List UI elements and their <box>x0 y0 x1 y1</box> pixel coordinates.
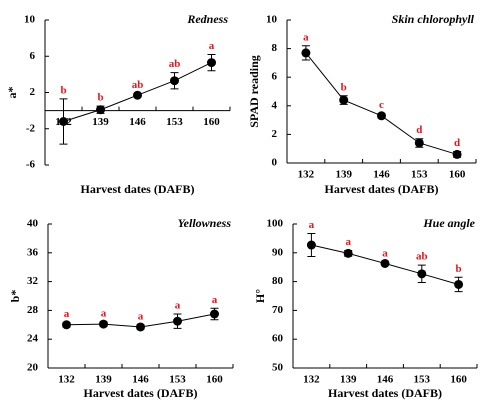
x-tick-label: 153 <box>411 169 428 181</box>
y-tick-label: 70 <box>272 304 284 316</box>
x-axis-label: Harvest dates (DAFB) <box>81 182 195 196</box>
significance-letter: a <box>138 310 144 322</box>
panel-title: Skin chlorophyll <box>392 12 475 26</box>
y-tick-label: 6 <box>30 50 36 62</box>
y-tick-label: 80 <box>272 275 284 287</box>
panel-title: Hue angle <box>422 216 475 230</box>
x-tick-label: 153 <box>169 374 186 386</box>
data-point <box>173 316 182 326</box>
panel: 20 24 28 32 36 40 132 139 146 153 160 a a a a a Yellowne… <box>8 216 234 400</box>
x-tick-label: 139 <box>92 116 109 128</box>
y-tick-label: 6 <box>272 71 278 83</box>
significance-letter: a <box>382 248 388 260</box>
x-tick-label: 160 <box>450 374 467 386</box>
panel-title: Redness <box>186 12 228 26</box>
significance-letter: b <box>456 263 462 275</box>
x-tick-label: 139 <box>340 374 357 386</box>
significance-letter: a <box>309 219 315 231</box>
y-tick-label: 36 <box>27 246 39 258</box>
significance-letter: ab <box>132 79 144 91</box>
x-tick-label: 146 <box>129 116 146 128</box>
significance-letter: a <box>64 308 70 320</box>
y-tick-label: 24 <box>27 333 39 345</box>
significance-letter: a <box>101 307 107 319</box>
y-tick-label: 8 <box>272 42 278 54</box>
significance-letter: b <box>97 92 103 104</box>
significance-letter: a <box>212 294 218 306</box>
x-tick-label: 153 <box>166 116 183 128</box>
data-point <box>343 248 353 258</box>
data-point <box>170 76 179 86</box>
x-tick-label: 139 <box>95 374 112 386</box>
data-point <box>339 95 349 105</box>
y-tick-label: 2 <box>272 128 278 140</box>
data-point <box>210 309 219 319</box>
y-tick-label: 10 <box>24 14 36 26</box>
panel: 0 2 4 6 8 10 132 139 146 153 160 a b c d d Skin chloroph… <box>247 12 477 196</box>
x-tick-label: 132 <box>298 169 315 181</box>
y-tick-label: 10 <box>266 14 278 26</box>
panel: 50 60 70 80 90 100 132 139 146 153 160 a a a ab b Hue an… <box>253 216 478 400</box>
y-tick-label: -6 <box>26 159 36 171</box>
y-tick-label: 90 <box>272 246 284 258</box>
x-tick-label: 153 <box>414 374 431 386</box>
data-point <box>99 319 108 329</box>
data-point <box>452 149 462 159</box>
significance-letter: c <box>379 99 384 111</box>
x-tick-label: 139 <box>335 169 352 181</box>
data-point <box>301 48 311 58</box>
data-point <box>306 240 316 250</box>
x-tick-label: 160 <box>206 374 223 386</box>
panel-title: Yellowness <box>178 216 232 230</box>
x-axis-label: Harvest dates (DAFB) <box>328 386 442 400</box>
y-axis-label: H° <box>253 289 267 303</box>
x-axis-label: Harvest dates (DAFB) <box>325 182 439 196</box>
data-point <box>136 322 145 332</box>
significance-letter: d <box>416 124 422 136</box>
y-tick-label: 100 <box>267 218 284 230</box>
x-tick-label: 132 <box>58 374 75 386</box>
x-tick-label: 146 <box>373 169 390 181</box>
x-axis-label: Harvest dates (DAFB) <box>84 386 198 400</box>
y-tick-label: 32 <box>27 275 39 287</box>
significance-letter: ab <box>416 251 428 263</box>
significance-letter: ab <box>169 58 181 70</box>
data-point <box>62 320 71 330</box>
data-point <box>59 117 68 126</box>
data-point <box>454 279 464 289</box>
significance-letter: a <box>303 31 309 43</box>
x-tick-label: 146 <box>377 374 394 386</box>
x-tick-label: 160 <box>203 116 220 128</box>
data-point <box>207 58 216 68</box>
significance-letter: a <box>345 236 351 248</box>
panel: -6-22610132139146153160bbababaRednessHar… <box>5 12 231 196</box>
y-axis-label: b* <box>8 290 22 303</box>
y-tick-label: 2 <box>30 86 36 98</box>
y-tick-label: 50 <box>272 362 284 374</box>
data-point <box>417 269 427 279</box>
y-tick-label: 0 <box>272 157 278 169</box>
y-tick-label: -2 <box>26 122 36 134</box>
data-point <box>377 111 386 121</box>
significance-letter: b <box>341 81 347 93</box>
data-point <box>380 258 390 268</box>
y-axis-label: a* <box>5 87 19 99</box>
data-point <box>133 90 142 100</box>
y-tick-label: 60 <box>272 333 284 345</box>
y-tick-label: 40 <box>27 218 39 230</box>
y-tick-label: 20 <box>27 362 39 374</box>
significance-letter: a <box>175 300 181 312</box>
x-tick-label: 132 <box>303 374 320 386</box>
data-point <box>96 105 105 115</box>
significance-letter: a <box>209 40 215 52</box>
y-axis-label: SPAD reading <box>247 55 261 128</box>
data-point <box>414 138 424 148</box>
significance-letter: b <box>60 84 66 96</box>
y-tick-label: 28 <box>27 304 39 316</box>
x-tick-label: 160 <box>449 169 466 181</box>
significance-letter: d <box>454 137 460 149</box>
x-tick-label: 146 <box>132 374 149 386</box>
y-tick-label: 4 <box>272 99 278 111</box>
